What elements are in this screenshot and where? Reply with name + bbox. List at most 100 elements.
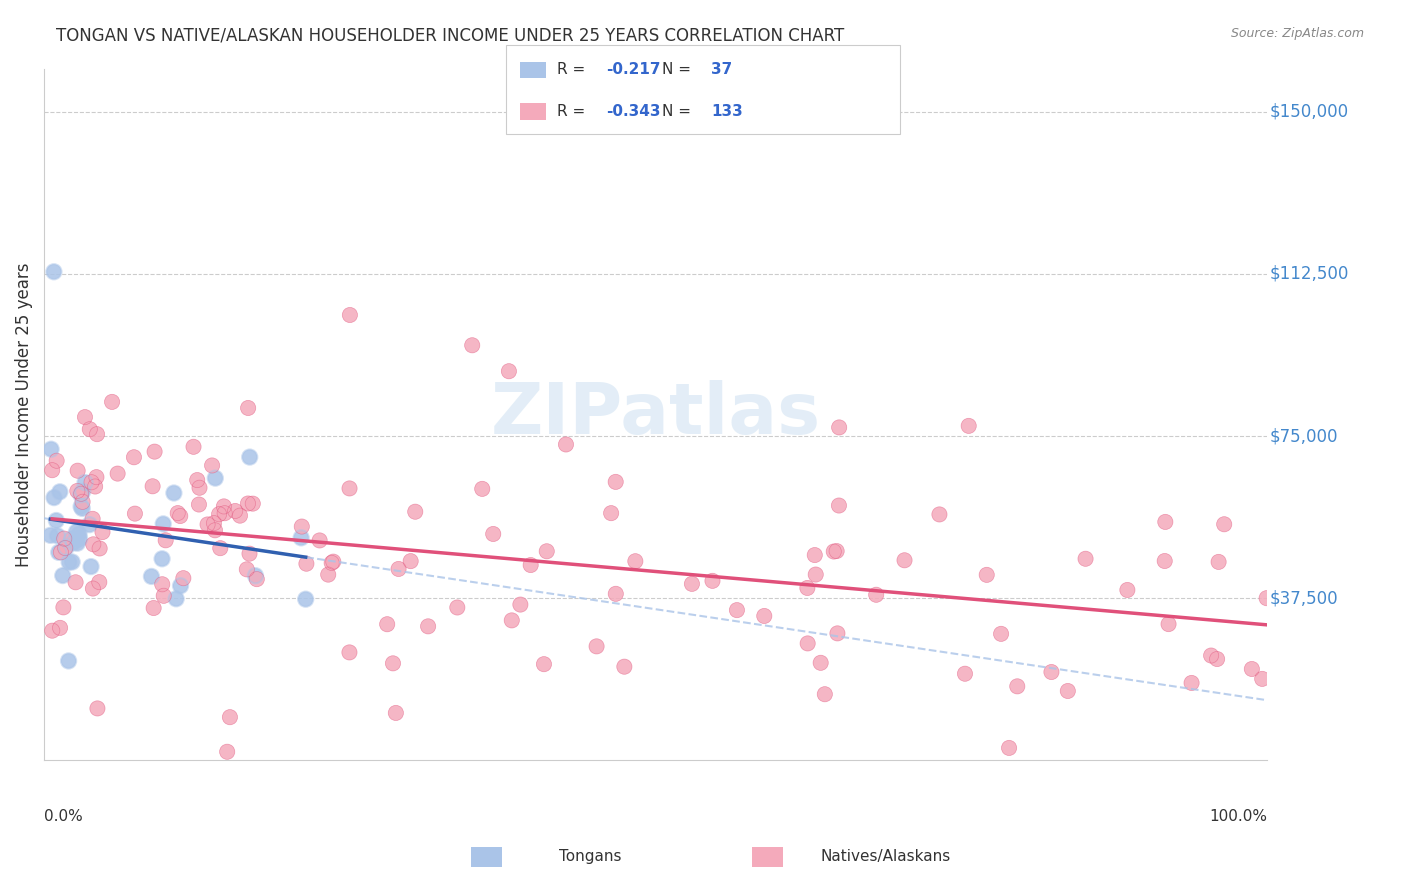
Point [998,740,1021,755]
Point [242,497,264,511]
Point [165,591,187,606]
Point [321,556,343,570]
Point [67,527,90,541]
Point [375,617,398,632]
Point [82,582,104,596]
Point [89,541,111,556]
Text: N =: N = [662,104,696,119]
Point [79,422,101,436]
Point [339,645,361,659]
Point [291,519,314,533]
Point [70,487,93,501]
Point [69,532,91,546]
Point [89,541,111,556]
Point [1074,551,1097,566]
Point [70,500,93,514]
Point [79,517,101,532]
Point [702,574,724,588]
Point [236,401,259,415]
Point [1208,555,1230,569]
Point [45,454,67,468]
Point [52,600,75,615]
Point [1007,679,1029,693]
Point [53,541,76,555]
Point [681,577,703,591]
Point [224,504,246,518]
Point [62,535,84,549]
Point [41,624,63,638]
Point [1157,617,1180,632]
Point [316,567,339,582]
Point [1153,554,1175,568]
Text: Natives/Alaskans: Natives/Alaskans [821,849,950,863]
Point [242,497,264,511]
Point [72,495,94,509]
Point [39,442,62,457]
Point [217,745,239,759]
Point [65,524,87,539]
Text: 0.0%: 0.0% [44,809,83,824]
Point [702,574,724,588]
Point [91,524,114,539]
Point [754,609,776,624]
Point [183,440,205,454]
Point [49,621,72,635]
Point [42,265,65,279]
Point [84,479,107,493]
Point [53,541,76,555]
Point [810,656,832,670]
Point [928,508,950,522]
Point [49,545,72,559]
Text: 133: 133 [711,104,744,119]
Point [1251,672,1274,686]
Point [810,656,832,670]
Point [84,479,107,493]
Point [202,516,225,530]
Point [1251,672,1274,686]
Point [66,483,89,498]
Point [169,579,191,593]
Point [163,486,186,500]
Point [72,501,94,516]
Text: N =: N = [662,62,696,77]
Point [169,508,191,523]
Point [82,537,104,551]
Point [238,547,260,561]
Point [48,545,70,559]
Point [39,442,62,457]
Point [124,507,146,521]
Point [385,706,408,720]
Point [39,528,62,542]
Point [681,577,703,591]
Text: $112,500: $112,500 [1270,265,1350,283]
Point [55,541,77,555]
Point [66,536,89,550]
Point [155,533,177,548]
Point [214,506,236,520]
Point [803,548,825,562]
Point [957,418,980,433]
Point [471,482,494,496]
Point [585,640,607,654]
Point [381,657,404,671]
Point [163,486,186,500]
Point [42,265,65,279]
Point [998,740,1021,755]
Point [86,701,108,715]
Point [72,484,94,499]
Point [1206,652,1229,666]
Point [67,527,90,541]
Text: -0.217: -0.217 [606,62,661,77]
Point [82,512,104,526]
Point [209,541,232,556]
Point [165,591,187,606]
Point [91,524,114,539]
Point [201,458,224,473]
Point [66,464,89,478]
Point [45,514,67,528]
Point [66,464,89,478]
Point [605,475,627,489]
Point [236,496,259,510]
Text: -0.343: -0.343 [606,104,661,119]
Point [295,557,318,571]
